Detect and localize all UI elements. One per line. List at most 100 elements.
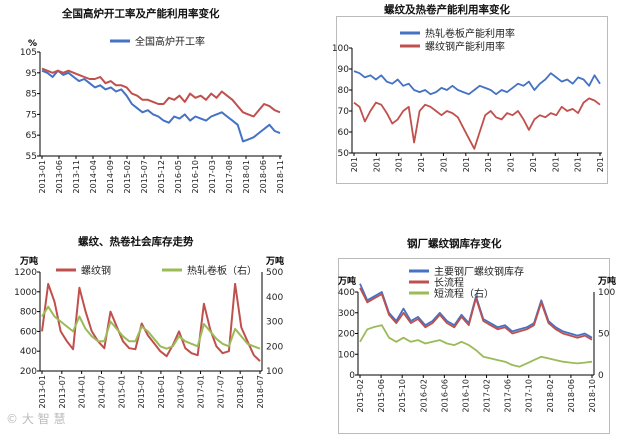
legend-label: 热轧卷板（右） [187,264,257,277]
x-tick-label: 2016-10 [191,160,200,193]
x-tick-label: 2013-11 [72,160,81,193]
y-tick-label: 0 [349,371,355,381]
y-unit-left-label: 万吨 [19,255,38,267]
y-tick-label: 800 [20,308,37,318]
y-right-tick-label: 300 [266,318,283,328]
series-line-2 [41,67,281,118]
x-tick-label: 201 [574,157,583,172]
panel-blast-furnace: 全国高炉开工率及产能利用率变化 105 95 85 75 65 55% 2013-01 201… [0,0,310,215]
y-unit-label: % [28,39,37,49]
chart-mill-inventory: 400 300 200 100 0 100 50 0 万吨 万吨 2015-02 2015-06 201… [337,265,616,412]
x-tick-label: 2017-10 [525,379,534,412]
x-tick-label: 2017-07 [216,375,225,408]
y-right-tick-label: 400 [266,293,283,303]
x-tick-label: 201 [417,157,426,172]
y-tick-label: 400 [338,288,355,298]
y-tick-label: 60 [338,128,350,138]
y-right-tick-label: 200 [266,342,283,352]
x-tick-label: 2015-10 [398,379,407,412]
chart-title: 钢厂螺纹钢库存变化 [407,238,502,250]
x-tick-label: 2018-06 [259,160,268,193]
y-right-tick-label: 50 [598,330,610,340]
x-tick-label: 2015-02 [123,160,132,193]
y-tick-label: 400 [20,347,37,357]
panel-social-inventory: 螺纹、热卷社会库存走势 1200 1000 800 600 400 200 500 400 30… [0,222,310,434]
y-tick-label: 300 [338,309,355,319]
y-right-tick-label: 100 [266,367,283,377]
x-tick-label: 2018-11 [276,160,285,193]
panel-frame [336,16,608,184]
x-tick-label: 201 [439,157,448,172]
legend-label: 长流程 [434,276,464,289]
y-tick-label: 95 [26,69,37,79]
x-tick-label: 2016-05 [174,160,183,193]
watermark: © 大 智 慧 [6,412,66,426]
y-tick-label: 200 [20,367,37,377]
legend-label: 短流程（右） [434,287,494,300]
y-tick-label: 105 [20,48,37,58]
x-tick-label: 2017-01 [197,375,206,408]
chart-title: 螺纹及热卷产能利用率变化 [384,4,510,16]
x-tick-label: 2015-07 [140,160,149,193]
legend-label: 螺纹钢 [81,264,111,277]
x-tick-label: 2018-10 [588,379,597,412]
x-tick-label: 2018-02 [546,379,555,412]
x-tick-label: 2014-01 [78,375,87,408]
x-tick-label: 201 [551,157,560,172]
series-line-1 [359,283,593,339]
legend-label: 主要钢厂螺纹钢库存 [434,265,524,278]
x-tick-label: 2018-07 [256,375,265,408]
y-tick-label: 100 [338,350,355,360]
x-tick-label: 2018-01 [242,160,251,193]
y-tick-label: 70 [338,107,350,117]
x-tick-label: 2013-07 [58,375,67,408]
y-tick-label: 100 [332,44,349,54]
x-tick-label: 2015-07 [137,375,146,408]
y-tick-label: 1200 [14,268,37,278]
series-line-1 [41,282,261,362]
panel-capacity-utilization: 螺纹及热卷产能利用率变化 100 90 80 70 60 50 201 201 201 201 20… [312,0,623,215]
x-tick-label: 2014-04 [89,160,98,193]
y-tick-label: 55 [26,152,37,162]
series-line-2 [41,305,261,350]
y-unit-right-label: 万吨 [265,255,284,267]
x-tick-label: 2014-09 [106,160,115,193]
series-line-2 [359,287,593,341]
legend-label: 螺纹钢产能利用率 [425,40,505,53]
x-tick-label: 201 [372,157,381,172]
chart-title: 全国高炉开工率及产能利用率变化 [62,8,220,20]
x-tick-label: 201 [350,157,359,172]
x-tick-label: 2017-06 [504,379,513,412]
series-line-3 [359,324,593,368]
y-right-tick-label: 100 [598,288,615,298]
x-tick-label: 2016-02 [419,379,428,412]
y-unit-left-label: 万吨 [337,275,356,287]
x-tick-label: 2014-07 [97,375,106,408]
x-tick-label: 2015-12 [157,160,166,193]
x-tick-label: 2016-01 [157,375,166,408]
y-tick-label: 50 [338,149,350,159]
series-line-1 [41,69,281,143]
x-tick-label: 2015-01 [117,375,126,408]
x-tick-label: 201 [462,157,471,172]
x-tick-label: 2017-08 [225,160,234,193]
legend-label: 热轧卷板产能利用率 [425,27,515,40]
series-line-1 [353,70,601,96]
x-tick-label: 2018-06 [567,379,576,412]
x-tick-label: 2015-06 [377,379,386,412]
y-tick-label: 80 [338,86,350,96]
x-tick-label: 2017-03 [208,160,217,193]
x-tick-label: 201 [484,157,493,172]
x-tick-label: 2016-10 [461,379,470,412]
series-line-2 [353,97,601,150]
x-tick-label: 2015-02 [356,379,365,412]
y-tick-label: 1000 [14,288,37,298]
x-tick-label: 2017-02 [483,379,492,412]
x-tick-label: 2013-06 [55,160,64,193]
x-tick-label: 2013-01 [38,160,47,193]
y-tick-label: 65 [26,131,37,141]
x-tick-label: 2016-07 [177,375,186,408]
y-right-tick-label: 0 [598,371,604,381]
y-right-tick-label: 500 [266,268,283,278]
